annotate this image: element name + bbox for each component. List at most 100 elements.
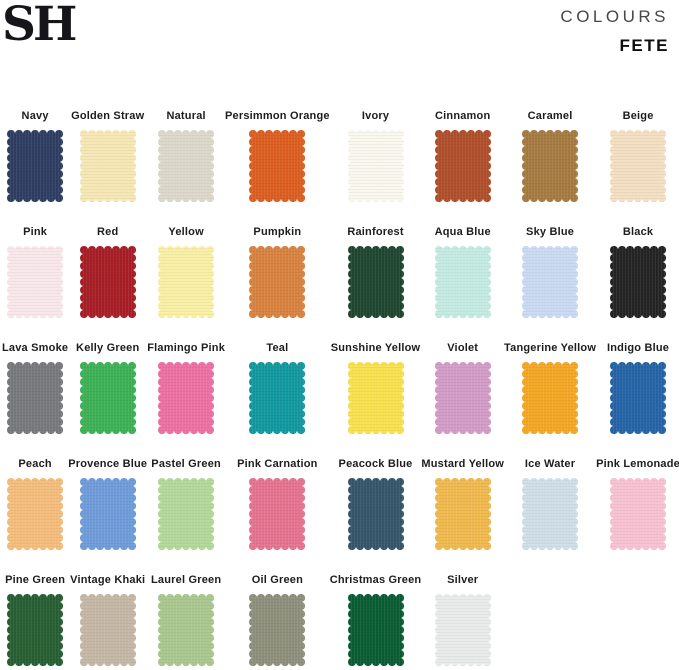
swatch-name: Peach — [18, 458, 52, 470]
swatch-name: Violet — [447, 342, 479, 354]
swatch-name: Beige — [622, 110, 654, 122]
swatch-pink — [7, 246, 64, 318]
swatch-beige — [610, 130, 667, 202]
swatch-name: Pine Green — [5, 574, 66, 586]
swatch-name: Teal — [266, 342, 289, 354]
swatch-yellow — [158, 246, 215, 318]
swatch-violet — [434, 362, 491, 434]
swatch-name: Sunshine Yellow — [330, 342, 421, 354]
swatch-item: Red — [68, 224, 147, 318]
swatch-name: Flamingo Pink — [147, 342, 226, 354]
swatch-ivory — [347, 130, 404, 202]
swatch-name: Ivory — [361, 110, 390, 122]
swatch-item: Peach — [2, 456, 68, 550]
swatch-name: Ice Water — [524, 458, 576, 470]
swatch-pink-carnation — [249, 478, 306, 550]
swatch-pine-green — [7, 594, 64, 666]
swatch-name: Christmas Green — [329, 574, 422, 586]
swatch-pastel-green — [158, 478, 215, 550]
swatch-red — [79, 246, 136, 318]
swatch-silver — [434, 594, 491, 666]
swatch-name: Caramel — [527, 110, 573, 122]
swatch-item: Mustard Yellow — [421, 456, 504, 550]
swatch-persimmon-orange — [249, 130, 306, 202]
swatch-item: Pine Green — [2, 572, 68, 666]
swatch-kelly-green — [79, 362, 136, 434]
swatch-item: Ice Water — [504, 456, 596, 550]
swatch-navy — [7, 130, 64, 202]
swatch-peach — [7, 478, 64, 550]
swatch-oil-green — [249, 594, 306, 666]
brand-logo: SH — [2, 0, 77, 52]
swatch-item: Rainforest — [330, 224, 422, 318]
swatch-indigo-blue — [610, 362, 667, 434]
swatch-name: Silver — [447, 574, 479, 586]
swatch-name: Red — [97, 226, 119, 238]
swatch-name: Navy — [21, 110, 49, 122]
swatch-name: Pastel Green — [151, 458, 221, 470]
swatch-item: Pink Carnation — [225, 456, 330, 550]
swatch-cinnamon — [434, 130, 491, 202]
swatch-name: Indigo Blue — [607, 342, 670, 354]
swatch-name: Lava Smoke — [2, 342, 69, 354]
swatch-name: Persimmon Orange — [225, 110, 330, 122]
collection-name: FETE — [619, 36, 669, 55]
swatch-flamingo-pink — [158, 362, 215, 434]
swatch-item: Navy — [2, 108, 68, 202]
swatch-item: Cinnamon — [421, 108, 504, 202]
swatch-rainforest — [347, 246, 404, 318]
swatch-item: Oil Green — [225, 572, 330, 666]
swatch-laurel-green — [158, 594, 215, 666]
swatch-provence-blue — [79, 478, 136, 550]
swatch-item: Golden Straw — [68, 108, 147, 202]
swatch-item: Ivory — [330, 108, 422, 202]
swatch-item: Black — [596, 224, 679, 318]
swatch-item: Provence Blue — [68, 456, 147, 550]
swatch-name: Golden Straw — [71, 110, 145, 122]
swatch-sunshine-yellow — [347, 362, 404, 434]
swatch-name: Vintage Khaki — [70, 574, 146, 586]
swatch-item: Flamingo Pink — [147, 340, 225, 434]
swatch-item: Natural — [147, 108, 225, 202]
swatch-name: Pumpkin — [253, 226, 302, 238]
swatch-item: Caramel — [504, 108, 596, 202]
swatch-peacock-blue — [347, 478, 404, 550]
swatch-item: Pastel Green — [147, 456, 225, 550]
swatch-name: Black — [622, 226, 654, 238]
swatch-item: Silver — [421, 572, 504, 666]
swatch-name: Provence Blue — [68, 458, 148, 470]
swatch-item: Peacock Blue — [330, 456, 422, 550]
swatch-pumpkin — [249, 246, 306, 318]
header: SH COLOURS FETE — [0, 0, 679, 55]
swatch-name: Sky Blue — [526, 226, 575, 238]
swatch-item: Vintage Khaki — [68, 572, 147, 666]
swatch-name: Pink Lemonade — [596, 458, 679, 470]
swatch-item: Pink — [2, 224, 68, 318]
swatch-name: Aqua Blue — [434, 226, 491, 238]
swatch-name: Peacock Blue — [338, 458, 413, 470]
swatch-lava-smoke — [7, 362, 64, 434]
swatch-caramel — [522, 130, 579, 202]
swatch-item: Indigo Blue — [596, 340, 679, 434]
swatch-christmas-green — [347, 594, 404, 666]
swatch-pink-lemonade — [610, 478, 667, 550]
swatch-name: Pink Carnation — [237, 458, 318, 470]
swatch-item: Pumpkin — [225, 224, 330, 318]
swatch-golden-straw — [79, 130, 136, 202]
swatch-item: Violet — [421, 340, 504, 434]
swatch-black — [610, 246, 667, 318]
swatch-teal — [249, 362, 306, 434]
swatch-name: Oil Green — [251, 574, 304, 586]
swatch-item: Tangerine Yellow — [504, 340, 596, 434]
swatch-item: Christmas Green — [330, 572, 422, 666]
swatch-grid: Navy Golden Straw Natural Persimmon Oran… — [0, 108, 679, 666]
swatch-aqua-blue — [434, 246, 491, 318]
swatch-item: Sky Blue — [504, 224, 596, 318]
swatch-name: Rainforest — [347, 226, 404, 238]
swatch-tangerine-yellow — [522, 362, 579, 434]
swatch-item: Lava Smoke — [2, 340, 68, 434]
swatch-item: Pink Lemonade — [596, 456, 679, 550]
swatch-name: Kelly Green — [76, 342, 140, 354]
swatch-item: Yellow — [147, 224, 225, 318]
swatch-name: Mustard Yellow — [421, 458, 505, 470]
